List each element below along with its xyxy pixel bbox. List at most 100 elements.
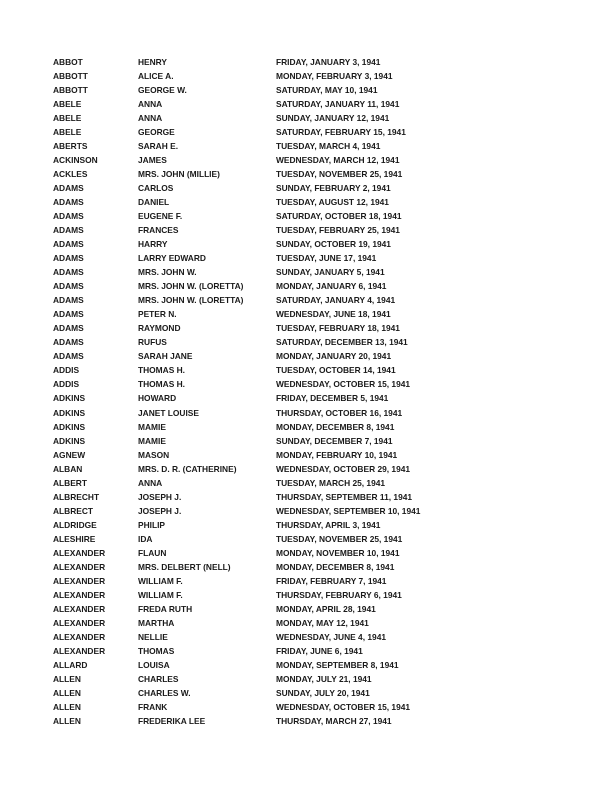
date: SATURDAY, FEBRUARY 15, 1941 — [276, 127, 406, 138]
given-name: MARTHA — [138, 617, 175, 628]
record-row: AGNEW MASON MONDAY, FEBRUARY 10, 1941 — [0, 448, 612, 462]
date: MONDAY, FEBRUARY 10, 1941 — [276, 449, 398, 460]
record-row: ADAMS MRS. JOHN W. (LORETTA) MONDAY, JANUA… — [0, 279, 612, 293]
given-name: THOMAS — [138, 645, 175, 656]
surname: ALEXANDER — [53, 547, 106, 558]
date: MONDAY, FEBRUARY 3, 1941 — [276, 71, 393, 82]
given-name: ANNA — [138, 477, 163, 488]
surname: ADAMS — [53, 281, 84, 292]
surname: ALEXANDER — [53, 631, 106, 642]
record-row: ALDRIDGE PHILIP THURSDAY, APRIL 3, 1941 — [0, 518, 612, 532]
date: WEDNESDAY, JUNE 4, 1941 — [276, 631, 387, 642]
date: TUESDAY, AUGUST 12, 1941 — [276, 197, 389, 208]
record-row: ABELE ANNA SATURDAY, JANUARY 11, 1941 — [0, 97, 612, 111]
date: FRIDAY, JANUARY 3, 1941 — [276, 57, 381, 67]
record-row: ADKINS HOWARD FRIDAY, DECEMBER 5, 1941 — [0, 391, 612, 405]
date: SATURDAY, OCTOBER 18, 1941 — [276, 211, 402, 222]
surname: ABBOTT — [53, 85, 88, 96]
surname: ALEXANDER — [53, 575, 106, 586]
record-row: ALLEN CHARLES W. SUNDAY, JULY 20, 1941 — [0, 686, 612, 700]
record-row: ADDIS THOMAS H. TUESDAY, OCTOBER 14, 1941 — [0, 363, 612, 377]
surname: ADKINS — [53, 407, 86, 418]
record-row: ADAMS RAYMOND TUESDAY, FEBRUARY 18, 1941 — [0, 321, 612, 335]
record-row: ADAMS DANIEL TUESDAY, AUGUST 12, 1941 — [0, 195, 612, 209]
date: SUNDAY, OCTOBER 19, 1941 — [276, 239, 391, 250]
surname: ALEXANDER — [53, 589, 106, 600]
record-row: ALBRECT JOSEPH J. WEDNESDAY, SEPTEMBER 10,… — [0, 504, 612, 518]
record-row: ALEXANDER MRS. DELBERT (NELL) MONDAY, DECE… — [0, 560, 612, 574]
given-name: GEORGE W. — [138, 85, 187, 96]
surname: ADAMS — [53, 295, 84, 306]
record-row: ALEXANDER FREDA RUTH MONDAY, APRIL 28, 194… — [0, 602, 612, 616]
surname: ADAMS — [53, 225, 84, 236]
surname: ALBERT — [53, 477, 87, 488]
date: SUNDAY, JULY 20, 1941 — [276, 687, 370, 698]
given-name: FLAUN — [138, 547, 167, 558]
record-row: ALBAN MRS. D. R. (CATHERINE) WEDNESDAY, OC… — [0, 462, 612, 476]
date: SATURDAY, JANUARY 11, 1941 — [276, 99, 400, 110]
surname: ABELE — [53, 99, 82, 110]
date: WEDNESDAY, OCTOBER 15, 1941 — [276, 379, 411, 390]
date: SATURDAY, DECEMBER 13, 1941 — [276, 337, 408, 348]
given-name: NELLIE — [138, 631, 168, 642]
record-row: ADAMS HARRY SUNDAY, OCTOBER 19, 1941 — [0, 237, 612, 251]
date: FRIDAY, DECEMBER 5, 1941 — [276, 393, 389, 404]
given-name: HOWARD — [138, 393, 177, 404]
given-name: WILLIAM F. — [138, 575, 183, 586]
given-name: WILLIAM F. — [138, 589, 183, 600]
date: TUESDAY, NOVEMBER 25, 1941 — [276, 169, 403, 180]
given-name: MRS. JOHN W. — [138, 267, 197, 278]
date: FRIDAY, JUNE 6, 1941 — [276, 645, 363, 656]
date: TUESDAY, MARCH 25, 1941 — [276, 477, 386, 488]
given-name: MAMIE — [138, 435, 166, 446]
date: WEDNESDAY, OCTOBER 29, 1941 — [276, 463, 411, 474]
given-name: MRS. JOHN W. (LORETTA) — [138, 281, 244, 292]
surname: ADAMS — [53, 309, 84, 320]
given-name: LOUISA — [138, 659, 170, 670]
date: THURSDAY, OCTOBER 16, 1941 — [276, 407, 403, 418]
surname: ALLEN — [53, 687, 81, 698]
surname: ADAMS — [53, 267, 84, 278]
date: SATURDAY, MAY 10, 1941 — [276, 85, 378, 96]
record-row: ADDIS THOMAS H. WEDNESDAY, OCTOBER 15, 194… — [0, 377, 612, 391]
record-row: ALEXANDER THOMAS FRIDAY, JUNE 6, 1941 — [0, 644, 612, 658]
given-name: THOMAS H. — [138, 365, 185, 376]
surname: ABERTS — [53, 141, 88, 152]
surname: ADAMS — [53, 239, 84, 250]
surname: ALBAN — [53, 463, 83, 474]
given-name: HARRY — [138, 239, 168, 250]
surname: ABELE — [53, 113, 82, 124]
date: MONDAY, JULY 21, 1941 — [276, 673, 372, 684]
record-row: ALEXANDER WILLIAM F. FRIDAY, FEBRUARY 7, 1… — [0, 574, 612, 588]
record-row: ALBRECHT JOSEPH J. THURSDAY, SEPTEMBER 11,… — [0, 490, 612, 504]
given-name: FREDERIKA LEE — [138, 715, 206, 726]
given-name: MRS. JOHN W. (LORETTA) — [138, 295, 244, 306]
date: MONDAY, MAY 12, 1941 — [276, 617, 369, 628]
record-row: ADKINS MAMIE MONDAY, DECEMBER 8, 1941 — [0, 420, 612, 434]
surname: ALLEN — [53, 701, 81, 712]
record-row: ADAMS RUFUS SATURDAY, DECEMBER 13, 1941 — [0, 335, 612, 349]
given-name: PHILIP — [138, 519, 165, 530]
date: WEDNESDAY, SEPTEMBER 10, 1941 — [276, 505, 421, 516]
record-row: ADAMS PETER N. WEDNESDAY, JUNE 18, 1941 — [0, 307, 612, 321]
surname: ALEXANDER — [53, 561, 106, 572]
given-name: SARAH JANE — [138, 351, 193, 362]
record-row: ADAMS MRS. JOHN W. (LORETTA) SATURDAY, JAN… — [0, 293, 612, 307]
date: TUESDAY, NOVEMBER 25, 1941 — [276, 533, 403, 544]
date: TUESDAY, MARCH 4, 1941 — [276, 141, 381, 152]
date: TUESDAY, JUNE 17, 1941 — [276, 253, 377, 264]
given-name: SARAH E. — [138, 141, 179, 152]
given-name: ANNA — [138, 113, 163, 124]
date: SUNDAY, FEBRUARY 2, 1941 — [276, 183, 391, 194]
given-name: CARLOS — [138, 183, 174, 194]
surname: ABELE — [53, 127, 82, 138]
record-row: ALLEN FRANK WEDNESDAY, OCTOBER 15, 1941 — [0, 700, 612, 714]
surname: ADKINS — [53, 435, 86, 446]
record-row: ACKLES MRS. JOHN (MILLIE) TUESDAY, NOVEMBE… — [0, 167, 612, 181]
surname: ALDRIDGE — [53, 519, 97, 530]
surname: ALESHIRE — [53, 533, 96, 544]
given-name: FRANK — [138, 701, 168, 712]
record-row: ALLEN CHARLES MONDAY, JULY 21, 1941 — [0, 672, 612, 686]
given-name: CHARLES — [138, 673, 179, 684]
record-row: ADKINS JANET LOUISE THURSDAY, OCTOBER 16, … — [0, 406, 612, 420]
